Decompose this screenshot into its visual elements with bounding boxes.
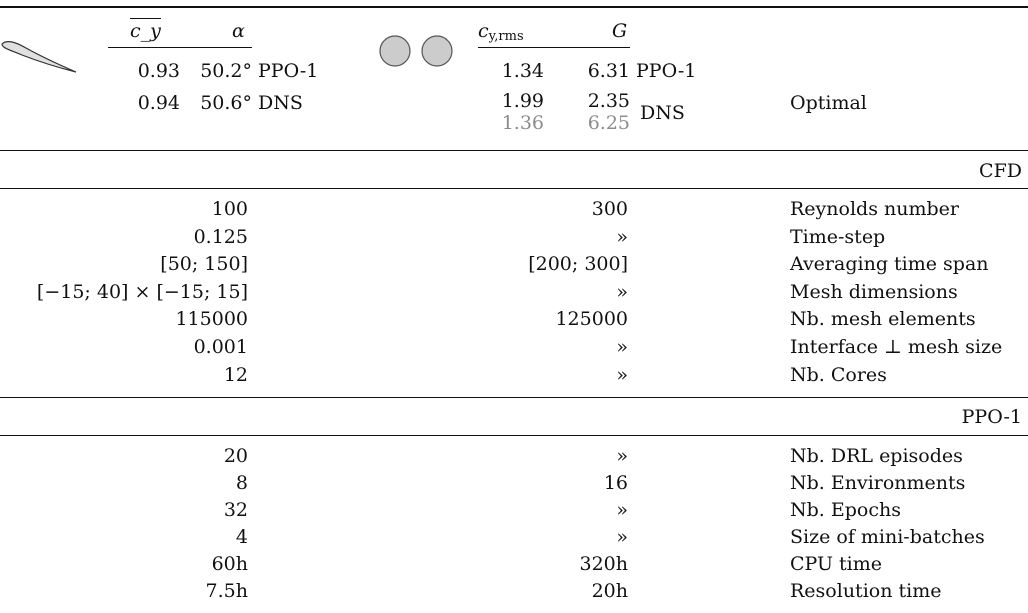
- cyl-g-row-2: 2.35: [587, 90, 630, 112]
- cfd-row-label: Nb. mesh elements: [790, 308, 976, 330]
- cfd-value-a: [50; 150]: [160, 253, 248, 275]
- ppo1-value-a: 60h: [211, 553, 248, 575]
- section-title-cfd: CFD: [979, 160, 1022, 182]
- airfoil-cy-row-2: 0.94: [137, 92, 180, 114]
- cfd-value-a: 100: [211, 198, 248, 220]
- ppo1-value-a: 7.5h: [205, 580, 248, 602]
- section-title-ppo1: PPO-1: [961, 406, 1022, 428]
- cyl-header-rule: [478, 47, 630, 48]
- ppo1-row-label: Nb. DRL episodes: [790, 445, 963, 467]
- cfd-title-rule: [0, 188, 1028, 189]
- airfoil-alpha-row-2: 50.6°: [200, 92, 252, 114]
- cfd-value-b: »: [616, 281, 628, 303]
- cfd-row-label: Interface ⊥ mesh size: [790, 336, 1003, 358]
- ppo1-title-rule: [0, 435, 1028, 436]
- cfd-value-b: »: [616, 364, 628, 386]
- optimal-label: Optimal: [790, 92, 867, 114]
- cy-overline-label: c_y: [130, 18, 161, 42]
- ppo1-row-label: Size of mini-batches: [790, 526, 985, 548]
- cyl-g-header: G: [612, 20, 628, 42]
- ppo1-value-b: 20h: [591, 580, 628, 602]
- cfd-row-label: Averaging time span: [790, 253, 989, 275]
- cyl-cyrms-header: cy,rms: [478, 20, 524, 48]
- cfd-value-a: 0.125: [193, 226, 248, 248]
- cfd-value-b: 300: [591, 198, 628, 220]
- ppo1-row-label: Nb. Epochs: [790, 499, 901, 521]
- cfd-bottom-rule: [0, 397, 1028, 398]
- ppo1-row-label: Resolution time: [790, 580, 942, 602]
- cfd-row-label: Mesh dimensions: [790, 281, 958, 303]
- ppo1-value-b: 320h: [579, 553, 628, 575]
- cfd-value-a: 12: [223, 364, 248, 386]
- airfoil-alpha-row-1: 50.2°: [200, 60, 252, 82]
- ppo1-value-a: 20: [223, 445, 248, 467]
- cyl-g-row-1: 6.31: [587, 60, 630, 82]
- airfoil-cy-header: c_y: [130, 18, 170, 42]
- airfoil-icon: [1, 41, 77, 73]
- cyl-cy-row-2: 1.99: [501, 90, 544, 112]
- airfoil-header-rule: [108, 47, 252, 48]
- ppo1-row-label: Nb. Environments: [790, 472, 966, 494]
- cfd-value-a: [−15; 40] × [−15; 15]: [36, 281, 248, 303]
- cfd-value-a: 0.001: [193, 336, 248, 358]
- ppo1-value-a: 32: [223, 499, 248, 521]
- cfd-row-label: Nb. Cores: [790, 364, 887, 386]
- airfoil-alpha-header: α: [232, 20, 245, 42]
- ppo1-value-b: »: [616, 445, 628, 467]
- cfd-value-a: 115000: [175, 308, 248, 330]
- cfd-row-label: Time-step: [790, 226, 886, 248]
- cyl-label-row-1: PPO-1: [636, 60, 697, 82]
- airfoil-cy-row-1: 0.93: [137, 60, 180, 82]
- two-cylinders-icon: [379, 35, 453, 67]
- header-bottom-rule: [0, 150, 1028, 151]
- cfd-value-b: »: [616, 336, 628, 358]
- ppo1-value-a: 8: [235, 472, 248, 494]
- top-rule: [0, 6, 1028, 8]
- ppo1-value-a: 4: [235, 526, 248, 548]
- ppo1-value-b: »: [616, 526, 628, 548]
- cyl-label-row-2: DNS: [640, 102, 685, 124]
- cyl-cy-row-3: 1.36: [501, 112, 544, 134]
- ppo1-value-b: 16: [603, 472, 628, 494]
- cyl-g-row-3: 6.25: [587, 112, 630, 134]
- ppo1-value-b: »: [616, 499, 628, 521]
- cfd-value-b: 125000: [555, 308, 628, 330]
- airfoil-label-row-2: DNS: [258, 92, 303, 114]
- cfd-row-label: Reynolds number: [790, 198, 959, 220]
- ppo1-row-label: CPU time: [790, 553, 883, 575]
- cfd-value-b: »: [616, 226, 628, 248]
- cyrms-subscript: y,rms: [488, 29, 524, 44]
- cyl-cy-row-1: 1.34: [501, 60, 544, 82]
- airfoil-label-row-1: PPO-1: [258, 60, 319, 82]
- cyrms-base: c: [478, 20, 489, 42]
- cfd-value-b: [200; 300]: [528, 253, 628, 275]
